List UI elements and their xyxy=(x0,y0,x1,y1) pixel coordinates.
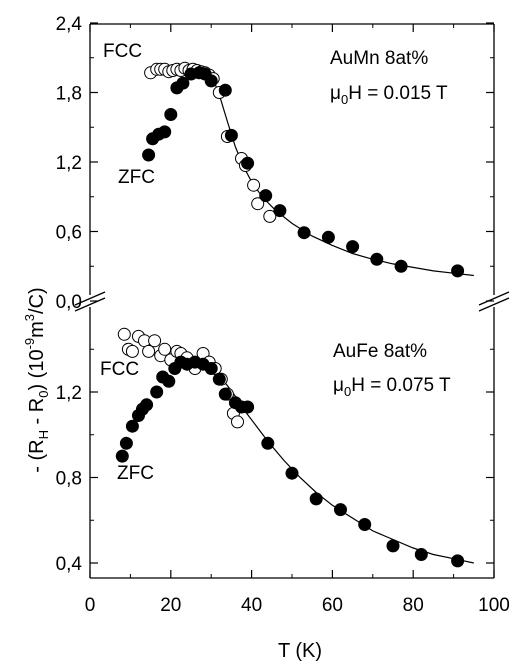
top-zfc-point xyxy=(158,125,172,139)
bottom-zfc-point xyxy=(309,492,323,506)
top-zfc-point xyxy=(321,230,335,244)
y-tick-label: 0,6 xyxy=(56,223,82,244)
bottom-fcc-point xyxy=(148,334,162,348)
bottom-zfc-point xyxy=(241,400,255,414)
x-tick-label: 0 xyxy=(85,595,96,616)
bottom-zfc-point xyxy=(334,503,347,517)
plot-frame xyxy=(74,23,510,579)
top-zfc-point xyxy=(224,128,238,142)
x-axis-title: T (K) xyxy=(278,640,322,662)
top-zfc-point xyxy=(259,189,273,203)
y-tick-label: 2,4 xyxy=(56,14,83,35)
top-zfc-point xyxy=(218,83,232,97)
bottom-zfc-point xyxy=(285,466,299,480)
bottom-zfc-point xyxy=(150,385,164,399)
x-tick-label: 100 xyxy=(478,595,510,616)
y-axis-title: - (RH - R0) (10-9m3/C) xyxy=(22,287,51,472)
bottom-zfc-point xyxy=(218,387,232,401)
right-break-mark-2 xyxy=(478,297,510,312)
top-panel-title: AuMn 8at% xyxy=(330,48,428,69)
y-tick-label: 0,8 xyxy=(56,469,82,490)
top-zfc-point xyxy=(273,204,287,218)
x-tick-label: 20 xyxy=(160,595,181,616)
data-markers xyxy=(115,61,465,568)
top-zfc-point xyxy=(346,240,360,254)
bottom-fcc-point xyxy=(125,344,139,358)
top-zfc-point xyxy=(451,264,465,278)
bottom-zfc-point xyxy=(414,548,428,561)
top-zfc-point xyxy=(164,108,178,121)
right-break-mark-1 xyxy=(478,291,510,306)
y-tick-label: 0,4 xyxy=(56,554,83,575)
y-tick-label: 0,0 xyxy=(56,292,82,313)
bottom-zfc-point xyxy=(162,374,176,388)
y-tick-label: 1,8 xyxy=(56,84,82,105)
bottom-zfc-point xyxy=(204,362,218,375)
top-zfc-point xyxy=(176,76,190,90)
top-fcc-point xyxy=(263,209,277,223)
top-zfc-label: ZFC xyxy=(118,167,155,188)
x-tick-label: 80 xyxy=(403,595,424,616)
x-tick-label: 40 xyxy=(241,595,262,616)
axis-ticks xyxy=(89,22,495,578)
bottom-fcc-point xyxy=(231,415,244,429)
top-zfc-point xyxy=(297,226,311,240)
top-zfc-point xyxy=(241,156,255,170)
top-fcc-point xyxy=(247,178,261,192)
y-tick-label: 1,2 xyxy=(56,383,82,404)
bottom-zfc-point xyxy=(451,554,465,568)
top-panel-field: μ0H = 0.015 T xyxy=(330,83,448,107)
tick-labels: 0 20 40 60 80 100 0,0 0,6 1,2 1,8 2,4 0,4 0,8 1,2 xyxy=(56,14,510,616)
top-fcc-point xyxy=(251,197,265,211)
top-fcc-label: FCC xyxy=(103,41,142,62)
y-tick-label: 1,2 xyxy=(56,153,82,174)
top-fit-curve xyxy=(210,73,474,277)
bottom-zfc-point xyxy=(140,398,154,412)
bottom-fcc-point xyxy=(142,344,156,358)
top-zfc-point xyxy=(204,74,218,88)
bottom-zfc-point xyxy=(261,436,275,450)
bottom-zfc-point xyxy=(115,449,129,463)
bottom-zfc-point xyxy=(386,539,400,553)
bottom-fcc-point xyxy=(158,342,172,356)
top-zfc-point xyxy=(142,148,156,162)
x-tick-label: 60 xyxy=(322,595,343,616)
bottom-panel-field: μ0H = 0.075 T xyxy=(333,375,451,399)
svg-text:- (RH - R0) (10-9m3/C): - (RH - R0) (10-9m3/C) xyxy=(22,287,51,472)
bottom-zfc-point xyxy=(125,419,139,433)
bottom-zfc-label: ZFC xyxy=(117,463,154,484)
bottom-zfc-point xyxy=(212,372,226,386)
bottom-zfc-point xyxy=(358,518,372,531)
bottom-zfc-point xyxy=(119,436,133,450)
bottom-fcc-label: FCC xyxy=(100,359,139,380)
fit-curves xyxy=(186,73,474,564)
bottom-fcc-point xyxy=(117,327,131,341)
bottom-panel-title: AuFe 8at% xyxy=(333,341,427,362)
top-zfc-point xyxy=(394,259,408,273)
top-zfc-point xyxy=(370,252,384,266)
left-break-mark-2 xyxy=(74,297,106,312)
left-break-mark-1 xyxy=(74,291,106,306)
